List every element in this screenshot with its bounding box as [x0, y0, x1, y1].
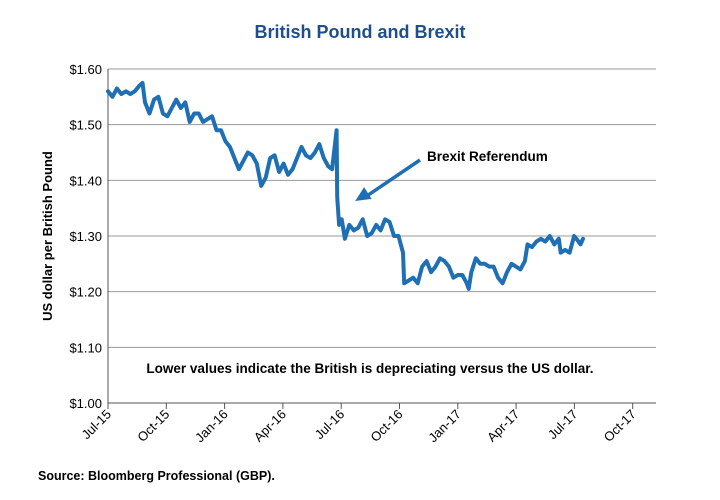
x-axis-tick-labels: Jul-15 Oct-15 Jan-16 Apr-16 Jul-16 Oct-16 Jan-… [78, 403, 639, 446]
annotation-arrowhead [355, 187, 372, 201]
x-tick-label: Apr-16 [251, 407, 289, 445]
y-tick-label: $1.00 [69, 396, 102, 411]
y-tick-label: $1.30 [69, 229, 102, 244]
series-layer [106, 80, 585, 291]
x-tick-label: Jan-16 [192, 407, 231, 446]
source-note: Source: Bloomberg Professional (GBP). [38, 469, 275, 483]
x-tick-label: Oct-16 [367, 407, 405, 445]
x-tick-label: Jan-17 [425, 407, 464, 446]
y-tick-label: $1.10 [69, 340, 102, 355]
y-tick-label: $1.50 [69, 118, 102, 133]
series-line [106, 80, 585, 291]
annotation-note: Lower values indicate the British is dep… [146, 361, 593, 376]
x-tick-label: Apr-17 [484, 407, 522, 445]
gridlines [107, 68, 656, 404]
x-tick-label: Oct-15 [134, 407, 172, 445]
y-tick-label: $1.60 [69, 62, 102, 77]
annotation-arrow-shaft [364, 158, 421, 199]
chart-title: British Pound and Brexit [254, 22, 466, 42]
x-tick-label: Oct-17 [601, 407, 639, 445]
y-tick-label: $1.40 [69, 173, 102, 188]
y-tick-label: $1.20 [69, 285, 102, 300]
x-tick-label: Jul-17 [545, 407, 581, 443]
x-tick-label: Jul-16 [312, 407, 348, 443]
y-axis-label: US dollar per British Pound [40, 151, 55, 321]
y-axis-tick-labels: $1.00 $1.10 $1.20 $1.30 $1.40 $1.50 $1.60 [69, 62, 102, 411]
x-tick-label: Jul-15 [78, 407, 114, 443]
annotation-layer: Brexit Referendum Lower values indicate t… [146, 149, 593, 376]
annotation-brexit-referendum: Brexit Referendum [427, 149, 548, 164]
